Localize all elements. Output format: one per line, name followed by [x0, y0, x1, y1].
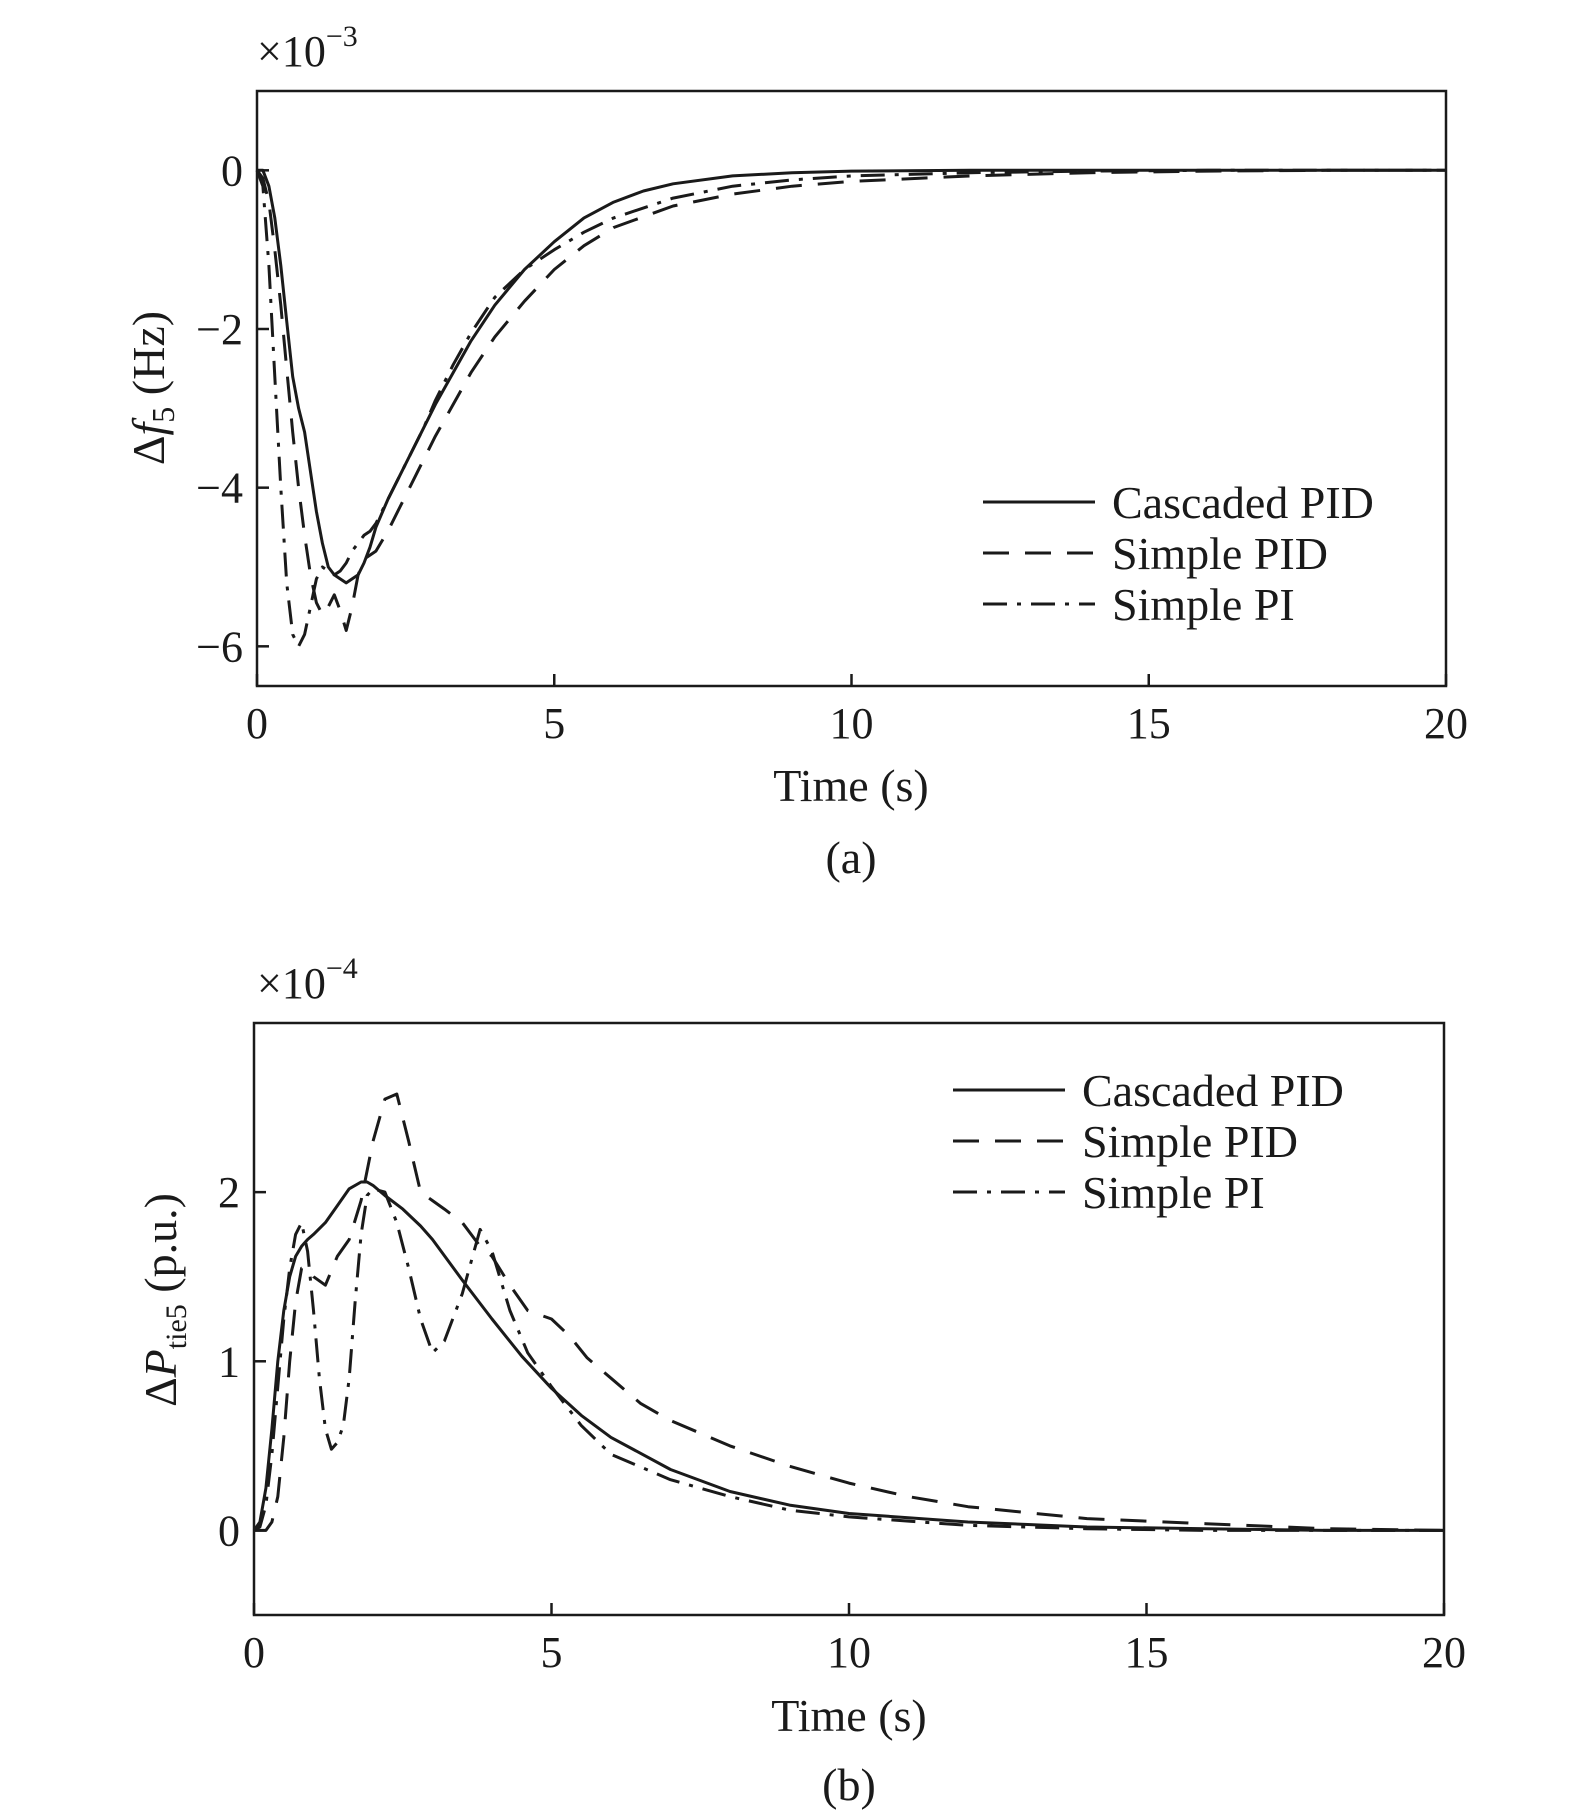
- x-tick-label: 15: [1125, 1628, 1169, 1677]
- series-line-simple-pid: [255, 168, 1446, 632]
- panel-caption: (b): [822, 1759, 876, 1810]
- x-tick-label: 15: [1127, 699, 1171, 748]
- plot-area: [255, 168, 1446, 648]
- x-tick-label: 20: [1422, 1628, 1466, 1677]
- y-tick-label: −2: [196, 305, 243, 354]
- legend-label: Simple PID: [1082, 1116, 1298, 1167]
- x-tick-label: 20: [1424, 699, 1468, 748]
- panel-b: ×10−4 0 5 10 15 20 0 1 2 Time (s) ΔPtie5 (p.u.…: [135, 952, 1466, 1810]
- y-tick-label: 1: [218, 1337, 240, 1386]
- y-tick-label: −6: [196, 622, 243, 671]
- y-tick-labels: 0 −2 −4 −6: [196, 146, 269, 671]
- y-axis-label: Δf5 (Hz): [123, 311, 181, 465]
- y-axis-label: ΔPtie5 (p.u.): [135, 1193, 193, 1407]
- series-line-cascaded-pid: [257, 168, 1446, 585]
- x-axis-label: Time (s): [773, 760, 929, 811]
- y-multiplier: ×10−3: [257, 20, 358, 76]
- x-tick-labels: 0 5 10 15 20: [246, 674, 1468, 748]
- panel-caption: (a): [825, 832, 876, 883]
- series-line-simple-pid: [254, 1092, 1445, 1532]
- x-axis-label: Time (s): [771, 1690, 927, 1741]
- plot-area: [252, 1092, 1445, 1532]
- x-tick-label: 5: [541, 1628, 563, 1677]
- y-tick-labels: 0 1 2: [218, 1168, 266, 1555]
- series-line-simple-pi: [253, 1187, 1444, 1532]
- y-tick-label: 0: [218, 1506, 240, 1555]
- x-tick-labels: 0 5 10 15 20: [243, 1603, 1466, 1677]
- y-tick-label: −4: [196, 464, 243, 513]
- y-tick-label: 2: [218, 1168, 240, 1217]
- y-tick-label: 0: [221, 146, 243, 195]
- y-multiplier: ×10−4: [257, 952, 358, 1008]
- legend-label: Simple PI: [1112, 579, 1295, 630]
- legend-label: Simple PID: [1112, 528, 1328, 579]
- panel-a: ×10−3 0 5 10 15 20 0 −2 −4 −6 Time (s) Δf5 (Hz)…: [123, 20, 1468, 883]
- legend-label: Cascaded PID: [1112, 477, 1374, 528]
- x-tick-label: 10: [830, 699, 874, 748]
- x-tick-label: 0: [243, 1628, 265, 1677]
- legend-label: Simple PI: [1082, 1167, 1265, 1218]
- x-tick-label: 10: [827, 1628, 871, 1677]
- legend-label: Cascaded PID: [1082, 1065, 1344, 1116]
- series-line-cascaded-pid: [252, 1180, 1444, 1532]
- x-tick-label: 0: [246, 699, 268, 748]
- x-tick-label: 5: [543, 699, 565, 748]
